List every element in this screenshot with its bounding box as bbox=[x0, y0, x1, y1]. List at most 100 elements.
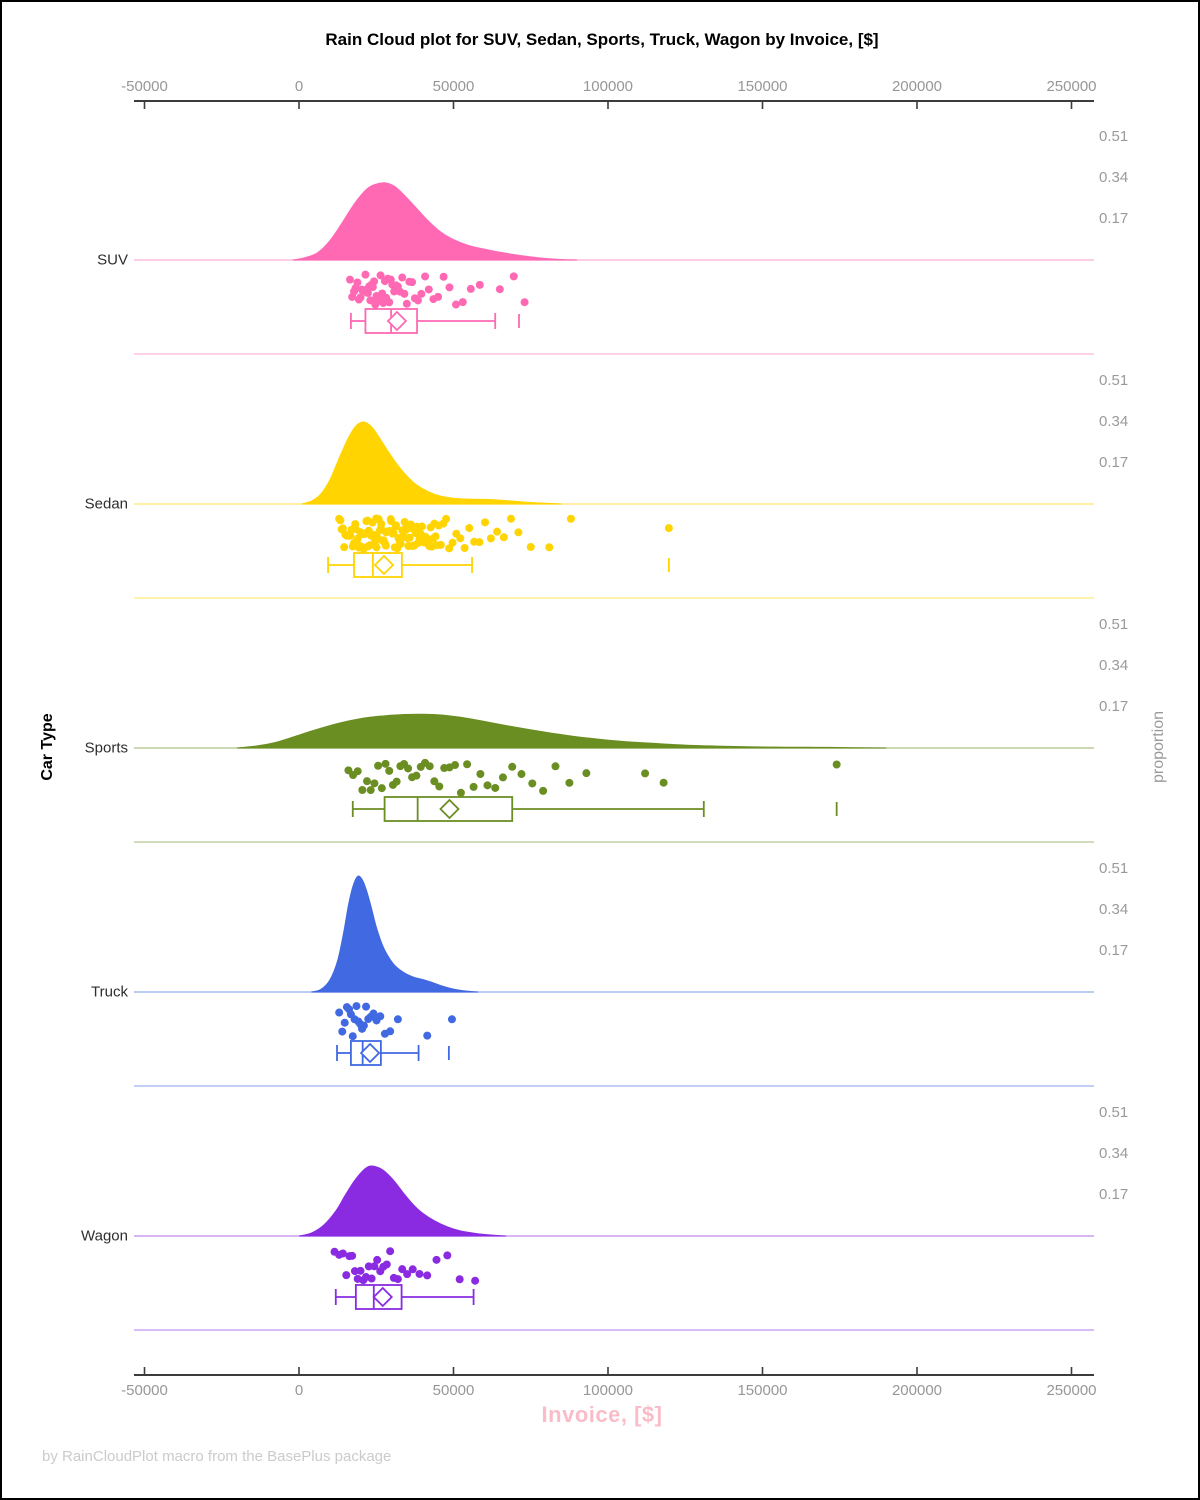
rain-dot bbox=[353, 278, 362, 287]
rain-dot bbox=[362, 1002, 371, 1011]
proportion-tick-label: 0.51 bbox=[1099, 616, 1129, 634]
x-tick-label: 250000 bbox=[1046, 1382, 1097, 1399]
rain-dot bbox=[338, 1249, 347, 1258]
wagon-density-curve bbox=[298, 1165, 507, 1237]
category-label-sedan: Sedan bbox=[84, 495, 128, 513]
wagon-rain-points bbox=[330, 1247, 480, 1285]
proportion-tick-label: 0.17 bbox=[1099, 210, 1129, 228]
rain-dot bbox=[392, 777, 401, 786]
rain-dot bbox=[396, 533, 405, 542]
rain-dot bbox=[381, 541, 390, 550]
rain-dot bbox=[495, 285, 504, 294]
sedan-density-curve bbox=[301, 421, 562, 505]
rain-dot bbox=[336, 516, 345, 525]
category-label-suv: SUV bbox=[97, 251, 128, 269]
rain-dot bbox=[434, 292, 443, 301]
x-tick-label: 200000 bbox=[891, 1382, 943, 1399]
rain-dot bbox=[396, 539, 405, 548]
category-label-truck: Truck bbox=[91, 983, 128, 1001]
rain-dot bbox=[412, 771, 421, 780]
x-tick-label: 150000 bbox=[737, 78, 788, 95]
box-mean-diamond bbox=[386, 310, 408, 332]
rain-dot bbox=[386, 1027, 395, 1036]
x-tick-label: 0 bbox=[294, 1382, 304, 1399]
rain-dot bbox=[363, 542, 372, 551]
x-tick-label: 50000 bbox=[432, 78, 475, 95]
proportion-tick-label: 0.34 bbox=[1099, 901, 1129, 919]
rain-dot bbox=[423, 1271, 432, 1280]
rain-dot bbox=[376, 1012, 385, 1021]
rain-dot bbox=[436, 540, 445, 549]
rain-dot bbox=[481, 518, 490, 527]
sports-density-curve bbox=[237, 713, 887, 749]
rain-dot bbox=[460, 543, 469, 552]
rain-dot bbox=[520, 298, 529, 307]
rain-dot bbox=[448, 538, 457, 547]
rain-dot bbox=[403, 1270, 412, 1279]
rain-dot bbox=[430, 777, 439, 786]
rain-dot bbox=[340, 543, 349, 552]
x-axis-title: Invoice, [$] bbox=[541, 1402, 663, 1427]
rain-dot bbox=[423, 1031, 432, 1040]
rain-dot bbox=[508, 762, 517, 771]
rain-dot bbox=[439, 272, 448, 281]
box-mean-diamond bbox=[372, 1286, 394, 1308]
rain-dot bbox=[374, 761, 383, 770]
proportion-tick-label: 0.51 bbox=[1099, 860, 1129, 878]
rain-dot bbox=[386, 515, 395, 524]
chart-title: Rain Cloud plot for SUV, Sedan, Sports, … bbox=[325, 30, 879, 49]
rain-dot bbox=[526, 542, 535, 551]
proportion-tick-label: 0.17 bbox=[1099, 698, 1129, 716]
rain-dot bbox=[342, 1271, 351, 1280]
rain-dot bbox=[463, 760, 472, 769]
rain-dot bbox=[491, 783, 500, 792]
rain-dot bbox=[451, 761, 460, 770]
rain-dot bbox=[659, 778, 668, 787]
rain-dot bbox=[366, 786, 375, 795]
footer-credit: by RainCloudPlot macro from the BasePlus… bbox=[42, 1448, 392, 1465]
rain-dot bbox=[364, 1262, 373, 1271]
x-tick-label: 50000 bbox=[432, 1382, 475, 1399]
rain-dot bbox=[499, 533, 508, 542]
rain-dot bbox=[381, 759, 390, 768]
proportion-tick-label: 0.17 bbox=[1099, 942, 1129, 960]
rain-dot bbox=[506, 514, 515, 523]
rain-dot bbox=[385, 298, 394, 307]
proportion-tick-label: 0.34 bbox=[1099, 1145, 1129, 1163]
rain-dot bbox=[373, 1255, 382, 1264]
rain-dot bbox=[376, 271, 385, 280]
box-mean-diamond bbox=[373, 554, 395, 576]
rain-dot bbox=[456, 534, 465, 543]
rain-dot bbox=[353, 534, 362, 543]
truck-panel bbox=[134, 875, 1094, 1087]
rain-dot bbox=[471, 1276, 480, 1285]
axes bbox=[134, 100, 1094, 1376]
rain-dot bbox=[338, 1027, 347, 1036]
rain-dot bbox=[456, 788, 465, 797]
x-tick-label: 200000 bbox=[891, 78, 943, 95]
rain-dot bbox=[358, 786, 367, 795]
rain-dot bbox=[582, 769, 591, 778]
rain-dot bbox=[451, 300, 460, 309]
rain-dot bbox=[411, 527, 420, 536]
sedan-panel bbox=[134, 421, 1094, 599]
x-tick-label: 0 bbox=[294, 78, 304, 95]
rain-dot bbox=[413, 296, 422, 305]
x-tick-label: 250000 bbox=[1046, 78, 1097, 95]
rain-dot bbox=[528, 779, 537, 788]
rain-dot bbox=[400, 289, 409, 298]
rain-dot bbox=[402, 299, 411, 308]
rain-dot bbox=[475, 280, 484, 289]
rain-dot bbox=[385, 766, 394, 775]
rain-dot bbox=[415, 1269, 424, 1278]
rain-dot bbox=[483, 781, 492, 790]
rain-dot bbox=[340, 1018, 349, 1027]
rain-dot bbox=[356, 1266, 365, 1275]
rain-dot bbox=[376, 524, 385, 533]
rain-dot bbox=[455, 1275, 464, 1284]
rain-dot bbox=[370, 277, 379, 286]
wagon-box-plot bbox=[334, 1284, 475, 1310]
proportion-tick-label: 0.34 bbox=[1099, 657, 1129, 675]
rain-dot bbox=[465, 524, 474, 533]
